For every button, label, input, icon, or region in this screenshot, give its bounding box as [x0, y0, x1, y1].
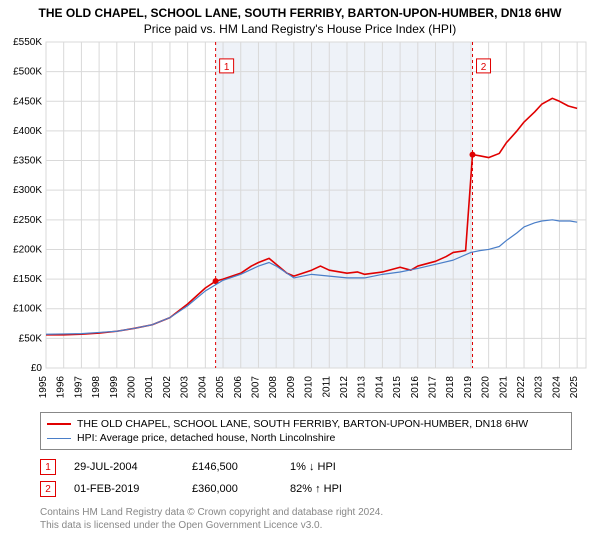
- legend: THE OLD CHAPEL, SCHOOL LANE, SOUTH FERRI…: [40, 412, 572, 450]
- svg-text:1996: 1996: [56, 376, 67, 399]
- svg-text:2017: 2017: [428, 376, 439, 399]
- chart-subtitle: Price paid vs. HM Land Registry's House …: [10, 22, 590, 36]
- svg-text:2021: 2021: [498, 376, 509, 399]
- footer-attribution: Contains HM Land Registry data © Crown c…: [40, 506, 572, 532]
- svg-text:£450K: £450K: [13, 96, 42, 107]
- svg-text:1997: 1997: [73, 376, 84, 399]
- event-pct: 1% ↓ HPI: [290, 461, 390, 473]
- svg-text:£100K: £100K: [13, 304, 42, 315]
- svg-text:£500K: £500K: [13, 67, 42, 78]
- event-price: £360,000: [192, 483, 272, 495]
- svg-text:1998: 1998: [91, 376, 102, 399]
- svg-text:1999: 1999: [109, 376, 120, 399]
- svg-text:2015: 2015: [392, 376, 403, 399]
- svg-text:2019: 2019: [463, 376, 474, 399]
- legend-swatch: [47, 438, 71, 439]
- svg-text:£300K: £300K: [13, 185, 42, 196]
- svg-text:2009: 2009: [286, 376, 297, 399]
- events-table: 1 29-JUL-2004 £146,500 1% ↓ HPI 2 01-FEB-2019…: [40, 456, 572, 500]
- svg-text:2008: 2008: [268, 376, 279, 399]
- svg-text:£400K: £400K: [13, 126, 42, 137]
- event-pct: 82% ↑ HPI: [290, 483, 390, 495]
- svg-text:2013: 2013: [357, 376, 368, 399]
- legend-item: THE OLD CHAPEL, SCHOOL LANE, SOUTH FERRI…: [47, 417, 565, 431]
- event-price: £146,500: [192, 461, 272, 473]
- svg-text:2006: 2006: [233, 376, 244, 399]
- svg-text:2014: 2014: [374, 376, 385, 399]
- svg-text:2012: 2012: [339, 376, 350, 399]
- svg-text:2024: 2024: [551, 376, 562, 399]
- svg-text:2023: 2023: [534, 376, 545, 399]
- event-row: 2 01-FEB-2019 £360,000 82% ↑ HPI: [40, 478, 572, 500]
- chart-area: £0 £50K £100K £150K £200K £250K £300K £350K £400…: [0, 38, 600, 408]
- svg-text:£50K: £50K: [19, 333, 43, 344]
- svg-text:2005: 2005: [215, 376, 226, 399]
- svg-text:2000: 2000: [127, 376, 138, 399]
- svg-text:£0: £0: [31, 363, 43, 374]
- event-date: 01-FEB-2019: [74, 483, 174, 495]
- title-block: THE OLD CHAPEL, SCHOOL LANE, SOUTH FERRI…: [0, 0, 600, 38]
- svg-text:2002: 2002: [162, 376, 173, 399]
- svg-text:2003: 2003: [180, 376, 191, 399]
- footer-line-2: This data is licensed under the Open Gov…: [40, 519, 572, 532]
- svg-text:£200K: £200K: [13, 244, 42, 255]
- svg-text:2010: 2010: [304, 376, 315, 399]
- svg-text:£550K: £550K: [13, 38, 42, 48]
- svg-text:2: 2: [481, 62, 487, 73]
- event-row: 1 29-JUL-2004 £146,500 1% ↓ HPI: [40, 456, 572, 478]
- svg-text:2016: 2016: [410, 376, 421, 399]
- event-date: 29-JUL-2004: [74, 461, 174, 473]
- footer-line-1: Contains HM Land Registry data © Crown c…: [40, 506, 572, 519]
- svg-text:£150K: £150K: [13, 274, 42, 285]
- event-marker: 1: [40, 459, 56, 475]
- event-marker: 2: [40, 481, 56, 497]
- svg-text:£250K: £250K: [13, 215, 42, 226]
- svg-text:2022: 2022: [516, 376, 527, 399]
- svg-text:1: 1: [224, 62, 230, 73]
- legend-item: HPI: Average price, detached house, Nort…: [47, 431, 565, 445]
- legend-swatch: [47, 423, 71, 425]
- chart-container: THE OLD CHAPEL, SCHOOL LANE, SOUTH FERRI…: [0, 0, 600, 532]
- legend-label: HPI: Average price, detached house, Nort…: [77, 432, 335, 444]
- legend-label: THE OLD CHAPEL, SCHOOL LANE, SOUTH FERRI…: [77, 418, 528, 430]
- svg-text:£350K: £350K: [13, 156, 42, 167]
- chart-svg: £0 £50K £100K £150K £200K £250K £300K £350K £400…: [0, 38, 600, 408]
- svg-text:2007: 2007: [250, 376, 261, 399]
- svg-text:2001: 2001: [144, 376, 155, 399]
- svg-text:2025: 2025: [569, 376, 580, 399]
- svg-text:2020: 2020: [481, 376, 492, 399]
- chart-title: THE OLD CHAPEL, SCHOOL LANE, SOUTH FERRI…: [10, 6, 590, 20]
- svg-text:1995: 1995: [38, 376, 49, 399]
- svg-text:2004: 2004: [197, 376, 208, 399]
- svg-text:2018: 2018: [445, 376, 456, 399]
- svg-text:2011: 2011: [321, 376, 332, 398]
